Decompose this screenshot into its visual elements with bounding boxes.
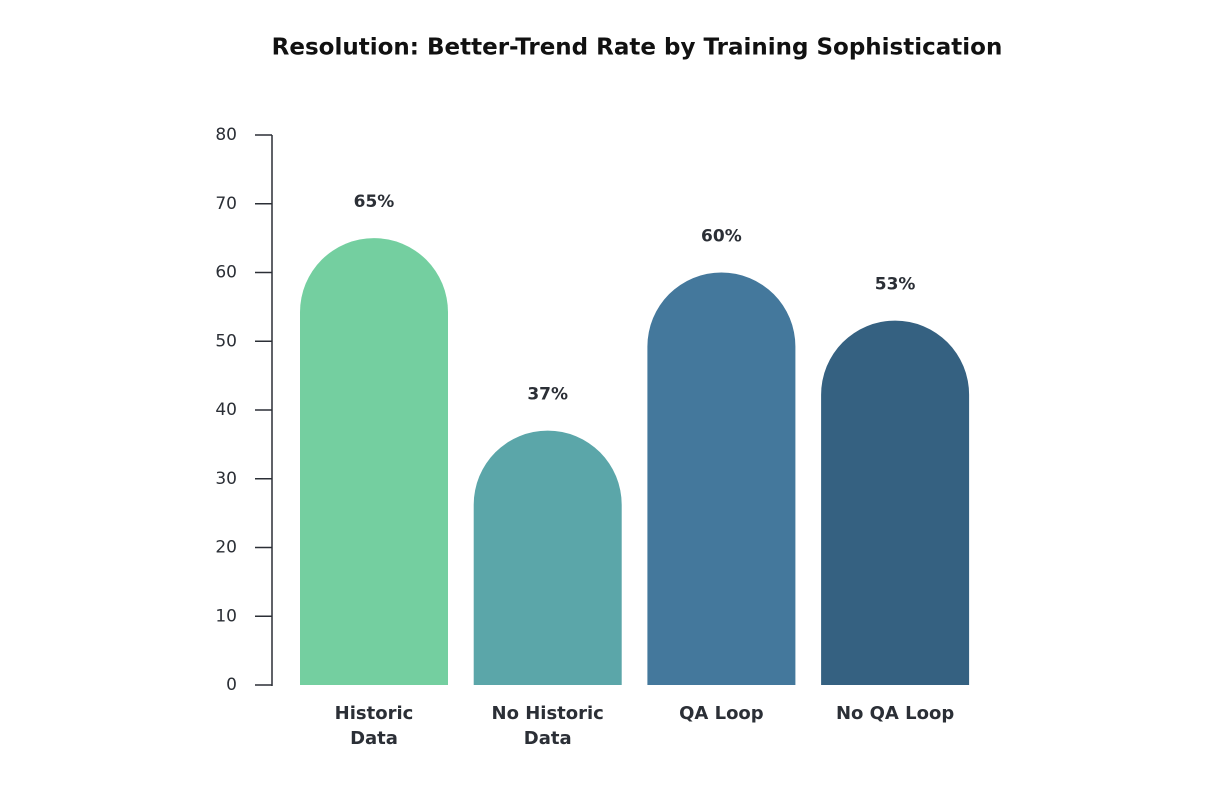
y-tick-label: 80 [215, 125, 237, 145]
bar [821, 320, 970, 685]
y-tick-label: 70 [215, 194, 237, 214]
y-tick-label: 10 [215, 606, 237, 626]
y-tick-label: 20 [215, 538, 237, 558]
value-label: 37% [527, 385, 568, 405]
value-label: 65% [354, 192, 395, 212]
value-label: 53% [875, 275, 916, 295]
bar [647, 272, 796, 685]
y-tick-label: 40 [215, 400, 237, 420]
x-tick-label: No QA Loop [835, 703, 955, 724]
y-tick-label: 60 [215, 263, 237, 283]
x-tick-label: No Historic Data [491, 703, 604, 749]
y-tick-label: 0 [226, 675, 237, 695]
value-label: 60% [701, 227, 742, 247]
bar [473, 430, 622, 685]
x-tick-label: Historic Data [334, 703, 414, 749]
y-tick-label: 30 [215, 469, 237, 489]
y-tick-label: 50 [215, 331, 237, 351]
x-tick-label: QA Loop [679, 703, 764, 724]
bar [300, 238, 448, 686]
chart-title: Resolution: Better-Trend Rate by Trainin… [272, 35, 1003, 61]
